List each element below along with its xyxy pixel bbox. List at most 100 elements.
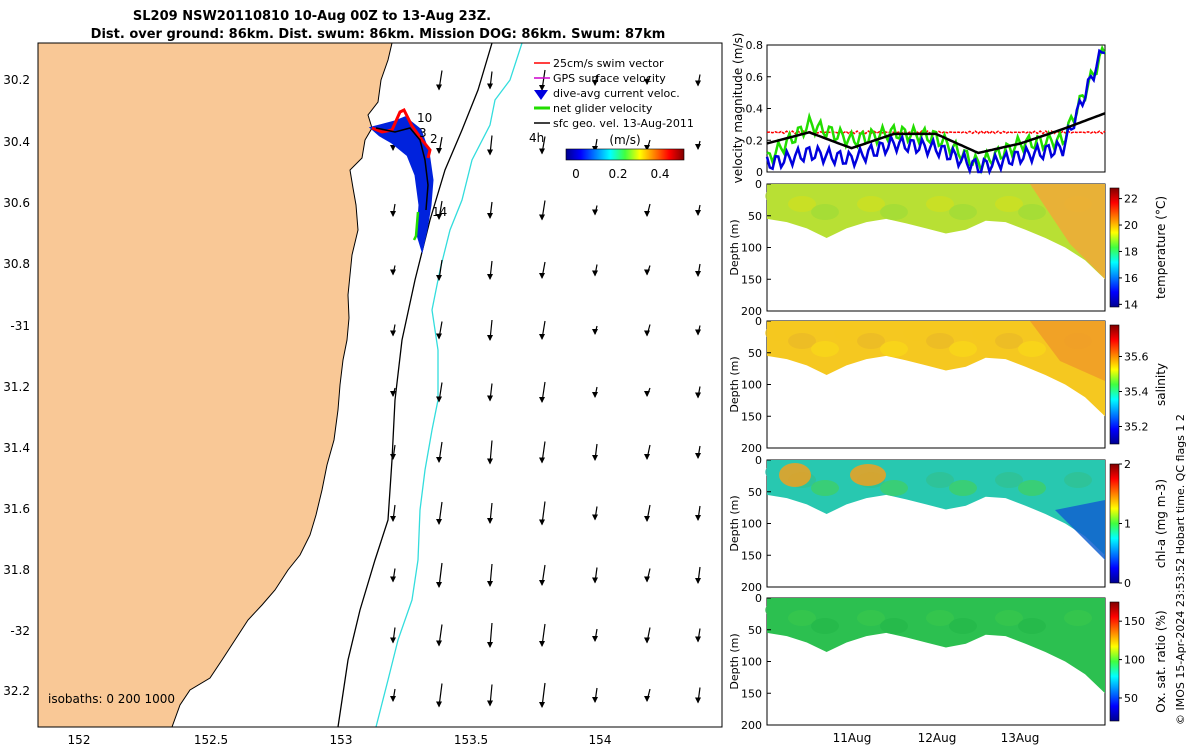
legend-swim: 25cm/s swim vector [553,57,664,70]
geo-vel-arrow [695,445,701,459]
isobaths-label: isobaths: 0 200 1000 [48,692,175,706]
geo-vel-arrow [539,381,546,403]
point-label-2: 2 [430,132,438,146]
salty-core [1030,321,1105,381]
lon-tick-labels: 152 152.5 153 153.5 154 [68,733,612,747]
depth-tick: 150 [741,549,771,562]
svg-text:2: 2 [1124,458,1131,471]
svg-text:16: 16 [1124,272,1138,285]
geo-vel-arrow [390,568,396,583]
colorbar-tick: 22 [1119,193,1138,206]
geo-vel-arrow [695,263,701,277]
section-patch [972,464,1000,480]
geo-vel-arrow [487,383,493,402]
lon-tick: 152 [68,733,91,747]
geo-vel-arrow [592,687,598,703]
colorbar-tick: 35.6 [1119,351,1149,364]
geostrophic-velocity-arrows [390,69,701,708]
geo-vel-arrow [539,682,546,708]
section-colorbar [1109,324,1120,445]
section-patch [765,602,793,618]
section-patch [949,618,977,634]
speed-colorbar-bar [565,148,685,161]
geo-vel-arrow [539,623,546,647]
colorbar-label: salinity [1154,363,1168,406]
svg-text:18: 18 [1124,245,1138,258]
section-patch [903,188,931,204]
geo-vel-arrow [592,506,598,521]
velocity-ytick: 0.6 [746,71,771,84]
point-label-4h: 4h [529,131,544,145]
section-patch [857,333,885,349]
colorbar-tick: 100 [1119,654,1145,667]
velocity-y-ticks: 0 0.2 0.4 0.6 0.8 [746,39,771,179]
section-patch [811,618,839,634]
geo-vel-arrow [644,444,651,460]
geo-vel-arrow [695,204,701,216]
velocity-ytick: 0.2 [746,134,771,147]
section-panel-0: 0 50 100 150 200 Depth (m) 14 16 18 20 22 temperatu… [728,178,1168,318]
depth-tick: 100 [741,379,771,392]
svg-text:200: 200 [741,305,762,318]
depth-tick: 100 [741,656,771,669]
colorbar-tick: 150 [1119,615,1145,628]
velocity-series-3 [766,112,1106,155]
depth-tick: 100 [741,242,771,255]
section-patch [995,610,1023,626]
section-patch [834,325,862,341]
svg-text:35.6: 35.6 [1124,351,1149,364]
map-panel: 10 3 2 14 4h 30.2 30.4 30.6 30.8 -31 31.… [3,42,723,747]
geo-vel-arrow [436,562,443,588]
geo-vel-arrow [487,622,493,648]
svg-text:50: 50 [748,624,762,637]
section-patch [880,341,908,357]
geo-vel-arrow [539,441,546,464]
section-patch [880,618,908,634]
geo-vel-arrow [592,264,598,277]
lat-tick: 30.6 [3,196,30,210]
colorbar-tick: 14 [1119,298,1138,311]
section-patch [1018,480,1046,496]
svg-text:0.6: 0.6 [746,71,764,84]
section-patch [788,333,816,349]
geo-vel-arrow [436,501,443,525]
depth-tick: 0 [755,315,771,328]
legend-swatch-dive-avg [534,90,548,100]
depth-ylabel: Depth (m) [728,356,741,412]
lon-tick: 152.5 [194,733,228,747]
chl-high [850,464,886,486]
section-patch [1018,618,1046,634]
colorbar-tick: 1 [1119,518,1131,531]
section-patch [926,333,954,349]
section-panel-2: 0 50 100 150 200 Depth (m) 0 1 2 chl-a (mg m-3) [728,454,1168,594]
svg-text:0: 0 [755,454,762,467]
geo-vel-arrow [436,259,443,281]
geo-vel-arrow [539,69,546,91]
section-patch [903,602,931,618]
title-line-1: SL209 NSW20110810 10-Aug 00Z to 13-Aug 2… [133,9,491,24]
svg-text:200: 200 [741,719,762,732]
depth-tick: 0 [755,592,771,605]
lat-tick: 32.2 [3,684,30,698]
depth-ylabel: Depth (m) [728,219,741,275]
velocity-ylabel: velocity magnitude (m/s) [731,33,745,184]
lat-tick: 31.2 [3,380,30,394]
svg-text:0.2: 0.2 [746,134,764,147]
section-patch [834,188,862,204]
legend-sfc: sfc geo. vel. 13-Aug-2011 [553,117,694,130]
section-patch [972,188,1000,204]
depth-tick: 50 [748,486,771,499]
time-tick: 12Aug [918,731,957,745]
legend-gps: GPS surface velocity [553,72,666,85]
svg-text:0: 0 [1124,577,1131,590]
legend-dive-avg: dive-avg current veloc. [553,87,680,100]
section-patch [903,325,931,341]
velocity-ytick: 0.4 [746,103,771,116]
section-patch [857,196,885,212]
depth-tick: 0 [755,454,771,467]
svg-text:35.4: 35.4 [1124,386,1149,399]
point-label-10: 10 [417,111,432,125]
section-patch [811,480,839,496]
